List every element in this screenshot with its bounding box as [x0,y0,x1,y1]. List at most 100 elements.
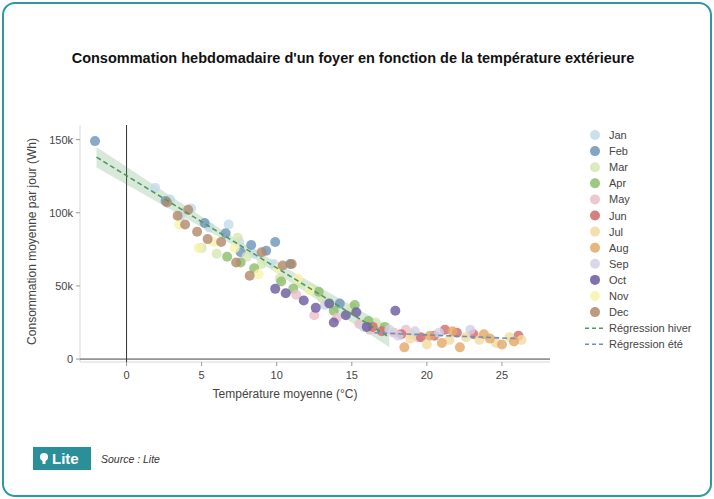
x-tick [426,362,427,366]
y-tick-label: 100k [49,207,73,219]
x-tick [276,362,277,366]
point [221,228,231,238]
point [362,322,372,332]
x-tick [126,362,127,366]
point [485,334,495,344]
legend-item: Régression été [585,338,683,350]
point [399,342,409,352]
legend-label: Aug [609,242,629,254]
legend-item: May [590,193,630,205]
x-tick [351,362,352,366]
y-zeroline [80,359,550,360]
point [281,288,291,298]
card [3,3,711,496]
point [270,284,280,294]
legend-label: Régression hiver [609,322,692,334]
legend-label: Dec [609,306,629,318]
y-axis-line [80,125,81,362]
legend-item: Jan [590,129,627,141]
legend-item: Dec [590,306,629,318]
legend-label: May [609,193,630,205]
legend-swatch [585,343,605,345]
y-axis-title: Consommation moyenne par jour (Wh) [25,138,39,345]
point [162,198,172,208]
x-axis-title: Température moyenne (°C) [213,387,358,401]
y-tick [76,359,80,360]
legend-label: Jul [609,226,623,238]
x-tick-label: 10 [271,369,283,381]
point [254,269,264,279]
point [422,339,432,349]
legend-label: Apr [609,177,626,189]
logo-icon [43,460,46,464]
legend-swatch [590,194,600,204]
y-tick [76,212,80,213]
y-tick-label: 0 [67,353,73,365]
legend-swatch [590,259,600,269]
legend-item: Aug [590,242,629,254]
legend-item: Apr [590,177,626,189]
point [287,259,297,269]
point [212,249,222,259]
legend-label: Jun [609,210,627,222]
point [203,234,213,244]
point [222,252,232,262]
point [257,247,267,257]
legend-label: Jan [609,129,627,141]
y-tick [76,285,80,286]
point [393,331,403,341]
source: Source : Lite [101,453,160,465]
x-tick-label: 0 [123,369,129,381]
legend-swatch [590,146,600,156]
legend-swatch [590,211,600,221]
logo-text: Lite [52,450,79,467]
legend-item: Feb [590,145,628,157]
x-tick-label: 25 [496,369,508,381]
legend-swatch [590,178,600,188]
y-tick-label: 150k [49,134,73,146]
point [447,326,457,336]
legend-item: Oct [590,274,626,286]
point [194,243,204,253]
point [390,306,400,316]
legend-swatch [590,307,600,317]
x-tick-label: 5 [199,369,205,381]
point [216,237,226,247]
legend-label: Feb [609,145,628,157]
legend-item: Nov [590,290,629,302]
x-tick [501,362,502,366]
legend-swatch [590,162,600,172]
regression-line [97,157,390,337]
confidence-band [97,147,390,347]
x-axis-line [80,362,550,363]
title: Consommation hebdomadaire d'un foyer en … [72,50,635,66]
point [465,325,475,335]
point [231,258,241,268]
point [329,318,339,328]
point [224,219,234,229]
legend-label: Sep [609,258,629,270]
legend-item: Régression hiver [585,322,692,334]
point [437,338,447,348]
point [299,296,309,306]
point [270,237,280,247]
legend-item: Sep [590,258,629,270]
legend-item: Jul [590,226,623,238]
x-tick-label: 15 [346,369,358,381]
point [497,339,507,349]
point [278,260,288,270]
point [90,136,100,146]
y-tick-label: 50k [55,280,73,292]
regression-line [374,333,517,339]
chart: Consommation hebdomadaire d'un foyer en … [0,0,714,499]
legend-swatch [590,243,600,253]
legend-label: Mar [609,161,628,173]
point [180,219,190,229]
point [192,227,202,237]
legend-swatch [590,130,600,140]
logo-box [33,447,91,470]
legend-label: Nov [609,290,629,302]
legend-label: Régression été [609,338,683,350]
point [246,240,256,250]
legend-swatch [590,291,600,301]
